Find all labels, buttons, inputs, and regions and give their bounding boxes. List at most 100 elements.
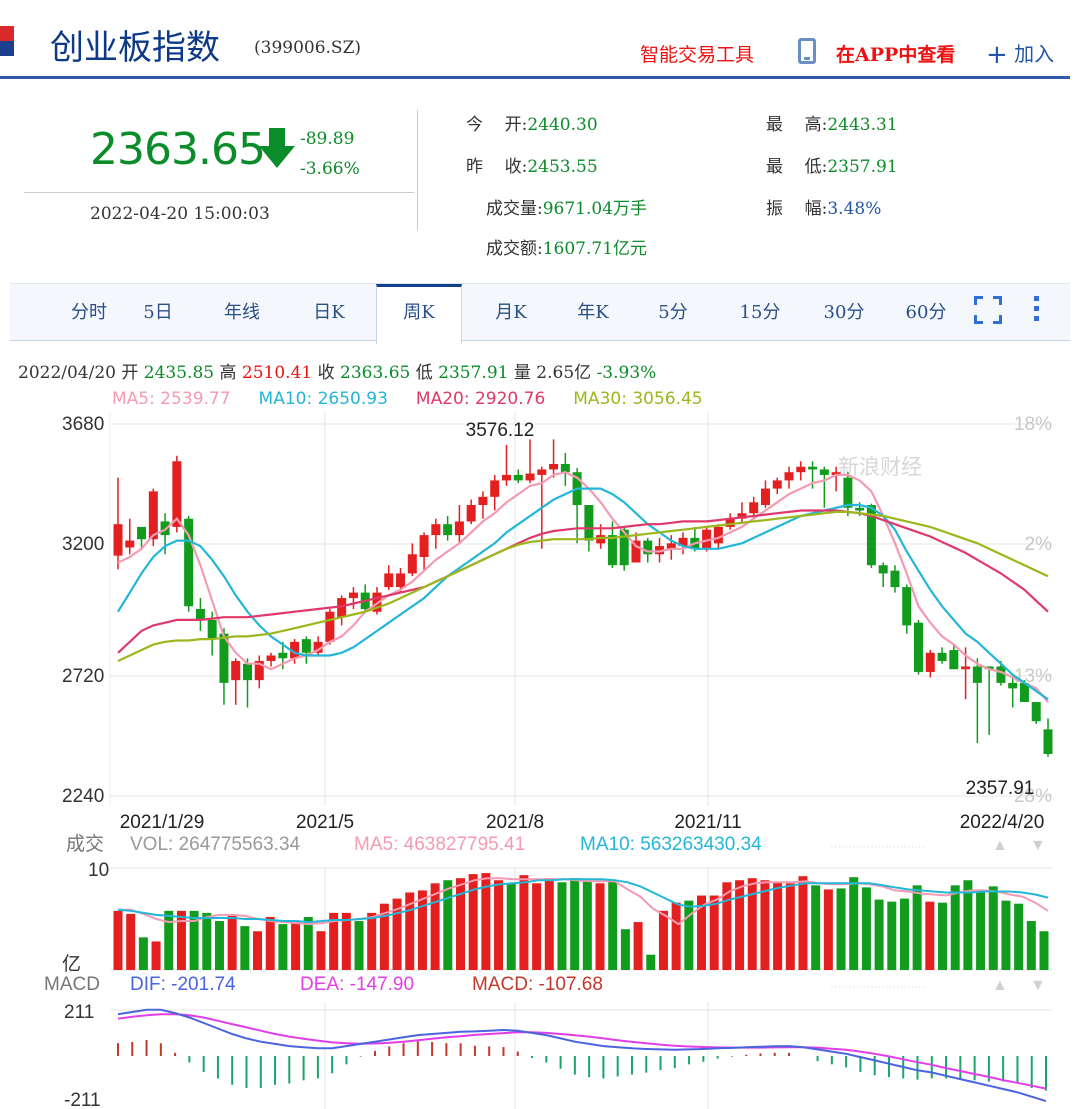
volume-bar: [227, 915, 237, 970]
dotted-strip: ··························: [830, 981, 925, 993]
low-label: 最 低:: [766, 157, 828, 177]
tab-4[interactable]: 周K: [376, 284, 462, 344]
candle-body: [784, 472, 794, 481]
candle-body: [219, 633, 229, 683]
volume-bar: [938, 902, 948, 970]
volume-bar: [697, 895, 707, 970]
ma5-line: [117, 471, 1049, 703]
prev-close-label: 昨 收:: [466, 157, 528, 177]
volume-bar: [811, 885, 821, 970]
prev-close-row: 昨 收:2453.55: [466, 152, 598, 177]
volume-legend-item: MA10: 563263430.34: [580, 834, 762, 855]
phone-icon[interactable]: [798, 38, 816, 64]
y-tick-label: 3680: [62, 414, 104, 435]
tab-6[interactable]: 年K: [577, 302, 609, 323]
change-value: -89.89: [300, 129, 355, 149]
right-tick-label: 13%: [1014, 666, 1052, 687]
view-in-app-link[interactable]: 在APP中查看: [836, 44, 956, 66]
volume-bar: [519, 875, 529, 970]
candle-body: [666, 543, 676, 549]
volume-bar: [113, 910, 123, 970]
high-row: 最 高:2443.31: [766, 110, 898, 135]
add-label: 加入: [1014, 42, 1055, 66]
high-annotation: 3576.12: [466, 420, 535, 441]
candle-body: [737, 513, 747, 519]
prev-close-value: 2453.55: [527, 157, 598, 177]
more-menu-icon[interactable]: [1032, 293, 1040, 325]
open-value: 2440.30: [527, 115, 598, 135]
volume-bar: [773, 882, 783, 970]
volume-bar: [468, 874, 478, 970]
candle-body: [148, 491, 158, 540]
tab-10[interactable]: 60分: [905, 302, 947, 323]
candle-body: [490, 480, 500, 497]
volume-bar: [861, 887, 871, 970]
candle-body: [996, 666, 1006, 683]
candle-body: [949, 650, 959, 670]
candle-body: [549, 463, 559, 470]
volume-label: 成交量:: [486, 199, 543, 219]
candle-body: [572, 472, 582, 506]
volume-bar: [582, 881, 592, 970]
candle-body: [749, 502, 759, 514]
tab-3[interactable]: 日K: [313, 302, 345, 323]
volume-bar: [722, 882, 732, 970]
candle-body: [925, 652, 935, 672]
divider: [417, 110, 418, 230]
amplitude-row: 振 幅:3.48%: [766, 194, 881, 219]
candle-body: [360, 592, 370, 609]
volume-value: 9671.04万手: [542, 199, 648, 219]
volume-bar: [570, 878, 580, 970]
candle-body: [560, 463, 570, 473]
volume-bar: [291, 921, 301, 970]
tab-2[interactable]: 年线: [224, 302, 260, 323]
candle-body: [207, 619, 217, 640]
down-arrow-icon: ▼: [1030, 977, 1046, 994]
candle-body: [678, 537, 688, 547]
candle-body: [337, 598, 347, 618]
volume-bar: [823, 889, 833, 970]
tab-0[interactable]: 分时: [71, 302, 107, 323]
bar-volume: 2.65亿: [536, 363, 592, 383]
tab-8[interactable]: 15分: [739, 302, 781, 323]
candle-body: [1008, 682, 1018, 689]
up-arrow-icon: ▲: [992, 837, 1008, 854]
volume-bar: [544, 878, 554, 970]
volume-bar: [963, 880, 973, 970]
candle-body: [890, 570, 900, 588]
volume-bar: [849, 877, 859, 970]
add-button[interactable]: + 加入: [986, 38, 1055, 68]
volume-bar: [443, 880, 453, 970]
volume-bar: [785, 883, 795, 970]
tab-1[interactable]: 5日: [143, 302, 173, 323]
change-percent: -3.66%: [300, 159, 360, 179]
tab-9[interactable]: 30分: [823, 302, 865, 323]
candle-body: [984, 666, 994, 670]
volume-bar: [1001, 900, 1011, 970]
period-tabs: 分时 5日 年线 日K 周K 月K 年K 5分 15分 30分 60分: [10, 283, 1070, 344]
page-header: 创业板指数 (399006.SZ) 智能交易工具 在APP中查看 + 加入: [0, 0, 1080, 78]
amount-value: 1607.71亿元: [542, 239, 648, 259]
volume-bar: [341, 912, 351, 970]
smart-trade-tools-link[interactable]: 智能交易工具: [640, 44, 755, 66]
volume-bar: [950, 885, 960, 970]
candle-body: [878, 565, 888, 574]
ma20-line: [117, 509, 1049, 654]
candle-body: [772, 480, 782, 489]
amount-row: 成交额:1607.71亿元: [486, 234, 647, 259]
volume-bar: [506, 883, 516, 970]
tab-5[interactable]: 月K: [495, 302, 527, 323]
volume-bar: [417, 890, 427, 970]
tab-7[interactable]: 5分: [658, 302, 688, 323]
volume-bar: [912, 885, 922, 970]
volume-bar: [164, 910, 174, 970]
open-label: 今 开:: [466, 115, 528, 135]
candle-body: [937, 652, 947, 661]
candle-body: [1043, 729, 1053, 755]
fullscreen-icon[interactable]: [974, 296, 1002, 324]
candle-body: [902, 587, 912, 626]
volume-row: 成交量:9671.04万手: [486, 194, 647, 219]
candle-body: [855, 507, 865, 511]
candle-body: [713, 526, 723, 544]
volume-bar: [253, 931, 263, 970]
